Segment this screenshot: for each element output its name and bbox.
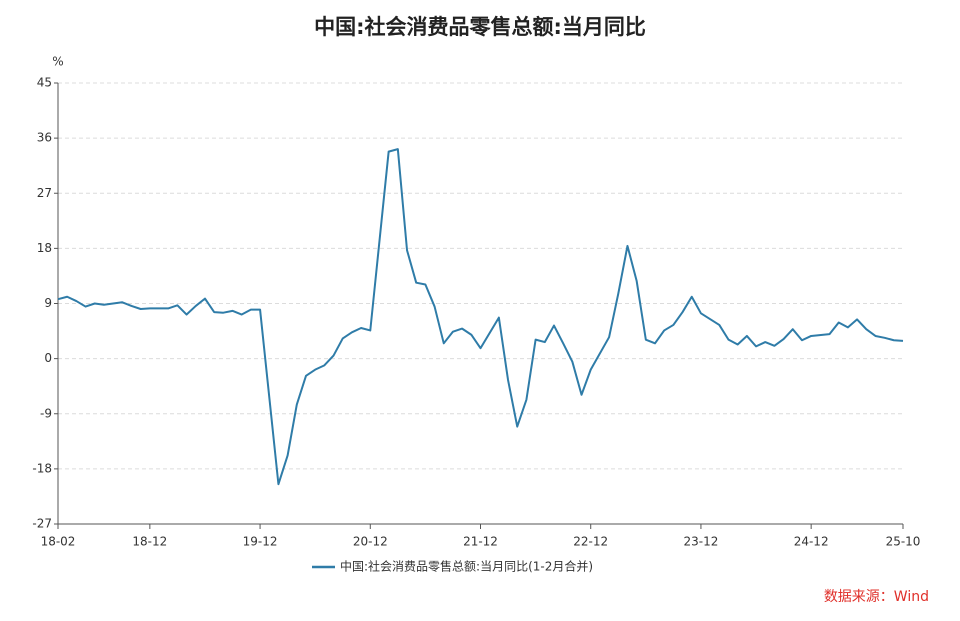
x-tick-label: 22-12 bbox=[573, 535, 608, 549]
source-note: 数据来源：Wind bbox=[824, 589, 929, 605]
y-tick-label: 36 bbox=[37, 131, 52, 145]
y-unit: % bbox=[52, 55, 63, 69]
x-tick-label: 25-10 bbox=[886, 535, 921, 549]
x-tick-label: 21-12 bbox=[463, 535, 498, 549]
chart-title: 中国:社会消费品零售总额:当月同比 bbox=[314, 15, 646, 39]
x-tick-label: 24-12 bbox=[794, 535, 829, 549]
y-tick-label: 27 bbox=[37, 186, 52, 200]
y-tick-label: -9 bbox=[40, 406, 52, 420]
y-tick-label: 0 bbox=[44, 351, 52, 365]
legend-label: 中国:社会消费品零售总额:当月同比(1-2月合并) bbox=[340, 559, 593, 574]
x-tick-label: 20-12 bbox=[353, 535, 388, 549]
y-tick-label: 45 bbox=[37, 76, 52, 90]
y-tick-label: 9 bbox=[44, 296, 52, 310]
y-tick-label: 18 bbox=[37, 241, 52, 255]
x-tick-label: 18-02 bbox=[41, 535, 76, 549]
y-tick-label: -18 bbox=[32, 461, 52, 475]
x-tick-label: 23-12 bbox=[683, 535, 718, 549]
x-tick-label: 19-12 bbox=[243, 535, 278, 549]
y-tick-label: -27 bbox=[32, 517, 52, 531]
data-line bbox=[57, 148, 904, 486]
x-tick-label: 18-12 bbox=[132, 535, 167, 549]
